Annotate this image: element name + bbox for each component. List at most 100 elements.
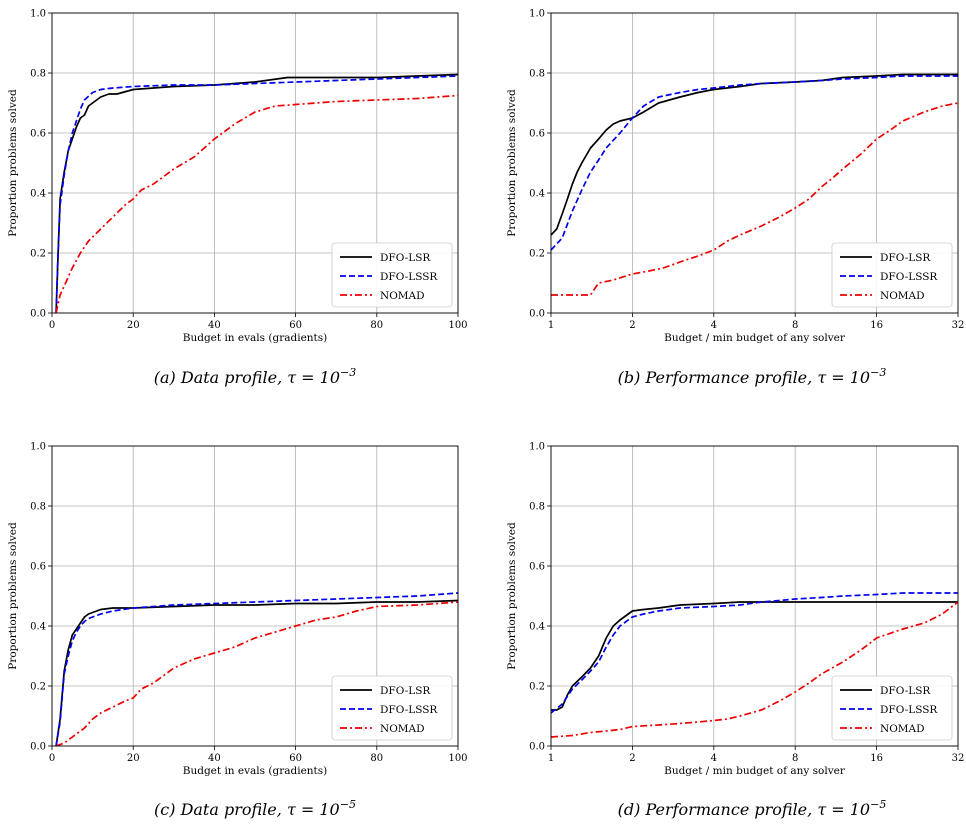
y-axis-label: Proportion problems solved bbox=[506, 89, 518, 237]
legend: DFO-LSR DFO-LSSR NOMAD bbox=[331, 675, 453, 741]
x-tick-label: 20 bbox=[127, 320, 140, 331]
y-tick-label: 0.0 bbox=[529, 309, 545, 320]
plot-frame bbox=[550, 12, 959, 314]
y-tick-label: 0.0 bbox=[529, 742, 545, 753]
chart-panel-0: 0 20 40 60 80 100 0.0 0.2 0.4 0.6 0.8 1.0 Budget in … bbox=[7, 9, 468, 388]
y-tick-label: 0.4 bbox=[529, 622, 545, 633]
y-tick-label: 0.6 bbox=[529, 129, 545, 140]
chart-panel-3: 1 2 4 8 16 32 0.0 0.2 0.4 0.6 0.8 1.0 Budget / min b… bbox=[506, 442, 964, 820]
x-tick-label: 100 bbox=[448, 753, 467, 764]
chart-panel-1: 1 2 4 8 16 32 0.0 0.2 0.4 0.6 0.8 1.0 Budget / min b… bbox=[506, 9, 964, 388]
x-axis-label: Budget in evals (gradients) bbox=[183, 765, 328, 777]
y-tick-label: 1.0 bbox=[30, 442, 46, 453]
x-axis-label: Budget / min budget of any solver bbox=[664, 765, 846, 777]
plot-frame bbox=[51, 445, 459, 747]
y-tick-label: 0.2 bbox=[30, 682, 46, 693]
x-tick-label: 16 bbox=[870, 753, 883, 764]
legend-label: NOMAD bbox=[880, 723, 925, 735]
x-axis-label: Budget in evals (gradients) bbox=[183, 332, 328, 344]
x-tick-label: 0 bbox=[49, 320, 55, 331]
x-axis-label: Budget / min budget of any solver bbox=[664, 332, 846, 344]
x-tick-label: 40 bbox=[208, 320, 221, 331]
legend-label: DFO-LSR bbox=[380, 252, 431, 264]
legend-label: DFO-LSSR bbox=[380, 271, 438, 283]
y-axis-label: Proportion problems solved bbox=[506, 522, 518, 670]
x-tick-label: 4 bbox=[711, 753, 717, 764]
y-tick-label: 0.6 bbox=[529, 562, 545, 573]
y-tick-label: 1.0 bbox=[529, 442, 545, 453]
x-tick-label: 2 bbox=[629, 320, 635, 331]
x-tick-label: 40 bbox=[208, 753, 221, 764]
x-tick-label: 8 bbox=[792, 753, 798, 764]
y-tick-label: 0.6 bbox=[30, 562, 46, 573]
legend-box bbox=[331, 242, 453, 308]
x-tick-label: 60 bbox=[289, 753, 302, 764]
series-line-nomad bbox=[55, 94, 459, 314]
legend-label: DFO-LSR bbox=[380, 685, 431, 697]
series-line-nomad bbox=[550, 601, 959, 738]
y-tick-label: 0.8 bbox=[30, 69, 46, 80]
legend-box bbox=[831, 675, 953, 741]
series-line-dfo-lssr bbox=[550, 75, 958, 251]
legend-box bbox=[831, 242, 953, 308]
legend-label: NOMAD bbox=[380, 723, 425, 735]
legend-label: NOMAD bbox=[880, 290, 925, 302]
legend-box bbox=[331, 675, 453, 741]
legend: DFO-LSR DFO-LSSR NOMAD bbox=[831, 675, 953, 741]
x-tick-label: 100 bbox=[448, 320, 467, 331]
series-line-nomad bbox=[551, 102, 959, 296]
y-tick-label: 0.2 bbox=[529, 682, 545, 693]
legend: DFO-LSR DFO-LSSR NOMAD bbox=[831, 242, 953, 308]
legend: DFO-LSR DFO-LSSR NOMAD bbox=[331, 242, 453, 308]
y-tick-label: 0.6 bbox=[30, 129, 46, 140]
panel-caption: (c) Data profile, τ = 10−5 bbox=[154, 798, 356, 819]
series-line-dfo-lssr bbox=[55, 75, 459, 314]
x-tick-label: 1 bbox=[548, 320, 554, 331]
y-axis-label: Proportion problems solved bbox=[7, 522, 19, 670]
x-tick-label: 4 bbox=[711, 320, 717, 331]
series-line-dfo-lssr bbox=[55, 592, 459, 747]
y-tick-label: 0.8 bbox=[30, 502, 46, 513]
series-line-nomad bbox=[55, 601, 459, 747]
y-tick-label: 0.4 bbox=[30, 622, 46, 633]
legend-label: DFO-LSR bbox=[880, 685, 931, 697]
x-tick-label: 2 bbox=[629, 753, 635, 764]
y-tick-label: 0.0 bbox=[30, 742, 46, 753]
x-tick-label: 32 bbox=[952, 320, 965, 331]
y-tick-label: 0.2 bbox=[30, 249, 46, 260]
y-tick-label: 0.4 bbox=[529, 189, 545, 200]
legend-label: DFO-LSR bbox=[880, 252, 931, 264]
plot-frame bbox=[550, 445, 959, 747]
legend-label: NOMAD bbox=[380, 290, 425, 302]
y-tick-label: 0.0 bbox=[30, 309, 46, 320]
x-tick-label: 80 bbox=[370, 753, 383, 764]
y-tick-label: 0.8 bbox=[529, 69, 545, 80]
series-line-dfo-lsr bbox=[550, 73, 958, 236]
y-tick-label: 1.0 bbox=[30, 9, 46, 20]
legend-label: DFO-LSSR bbox=[880, 271, 938, 283]
x-tick-label: 20 bbox=[127, 753, 140, 764]
legend-label: DFO-LSSR bbox=[380, 704, 438, 716]
x-tick-label: 1 bbox=[548, 753, 554, 764]
x-tick-label: 32 bbox=[952, 753, 965, 764]
x-tick-label: 8 bbox=[792, 320, 798, 331]
legend-label: DFO-LSSR bbox=[880, 704, 938, 716]
x-tick-label: 60 bbox=[289, 320, 302, 331]
y-tick-label: 1.0 bbox=[529, 9, 545, 20]
series-line-dfo-lssr bbox=[550, 592, 958, 714]
panel-caption: (b) Performance profile, τ = 10−3 bbox=[618, 366, 887, 387]
y-tick-label: 0.4 bbox=[30, 189, 46, 200]
panel-caption: (d) Performance profile, τ = 10−5 bbox=[618, 798, 887, 819]
y-axis-label: Proportion problems solved bbox=[7, 89, 19, 237]
y-tick-label: 0.8 bbox=[529, 502, 545, 513]
x-tick-label: 80 bbox=[370, 320, 383, 331]
panel-caption: (a) Data profile, τ = 10−3 bbox=[154, 366, 357, 387]
series-line-dfo-lsr bbox=[551, 601, 958, 711]
series-line-dfo-lsr bbox=[55, 599, 459, 747]
plot-frame bbox=[51, 12, 459, 314]
x-tick-label: 16 bbox=[870, 320, 883, 331]
y-tick-label: 0.2 bbox=[529, 249, 545, 260]
x-tick-label: 0 bbox=[49, 753, 55, 764]
chart-panel-2: 0 20 40 60 80 100 0.0 0.2 0.4 0.6 0.8 1.0 Budget in … bbox=[7, 442, 468, 820]
